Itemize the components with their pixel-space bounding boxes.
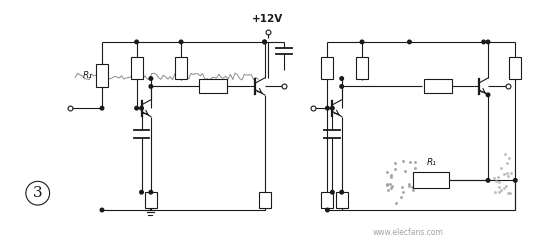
Circle shape <box>100 106 104 110</box>
Point <box>503 171 512 175</box>
Circle shape <box>140 106 143 110</box>
Point <box>497 166 505 170</box>
Point <box>411 160 420 164</box>
Point <box>410 172 419 176</box>
Point <box>507 171 515 175</box>
Bar <box>199 79 227 93</box>
Point <box>504 156 513 160</box>
Text: 3: 3 <box>33 186 43 200</box>
Text: R₁: R₁ <box>426 157 436 167</box>
Point <box>386 182 395 186</box>
Point <box>501 184 510 188</box>
Circle shape <box>482 40 486 44</box>
Point <box>408 185 416 189</box>
Bar <box>131 57 143 78</box>
Point <box>383 188 392 192</box>
Point <box>382 183 391 187</box>
Point <box>410 166 419 170</box>
Point <box>387 173 396 177</box>
Bar <box>424 79 452 93</box>
Point <box>383 183 392 186</box>
Point <box>503 191 512 195</box>
Bar <box>321 192 333 208</box>
Text: www.elecfans.com: www.elecfans.com <box>373 228 444 237</box>
Point <box>400 169 409 173</box>
Circle shape <box>135 106 138 110</box>
Circle shape <box>486 179 490 182</box>
Point <box>391 161 400 165</box>
Circle shape <box>149 85 153 88</box>
Bar <box>259 192 270 208</box>
Bar <box>336 192 348 208</box>
Text: +12V: +12V <box>252 14 283 24</box>
Point <box>390 167 399 171</box>
Point <box>404 182 413 186</box>
Text: R₁: R₁ <box>83 71 93 80</box>
Circle shape <box>140 190 143 194</box>
Bar <box>145 192 157 208</box>
Circle shape <box>179 40 183 44</box>
Point <box>398 185 406 189</box>
Circle shape <box>135 40 138 44</box>
Point <box>497 188 506 192</box>
Point <box>405 184 414 188</box>
Circle shape <box>340 85 343 88</box>
Circle shape <box>331 106 334 110</box>
Circle shape <box>263 40 267 44</box>
Circle shape <box>149 190 153 194</box>
Bar <box>356 57 368 78</box>
Point <box>503 161 512 165</box>
Point <box>500 153 509 156</box>
Bar <box>321 57 333 78</box>
Point <box>495 190 504 194</box>
Circle shape <box>340 77 343 80</box>
Circle shape <box>514 179 517 182</box>
Point <box>491 190 499 194</box>
Circle shape <box>100 208 104 212</box>
Circle shape <box>326 106 329 110</box>
Bar <box>175 57 187 78</box>
Point <box>397 195 405 199</box>
Point <box>409 188 418 192</box>
Point <box>398 190 407 194</box>
Circle shape <box>486 93 490 97</box>
Point <box>490 176 499 180</box>
Point <box>499 172 508 176</box>
Point <box>503 174 512 178</box>
Point <box>494 185 503 189</box>
Circle shape <box>331 190 334 194</box>
Bar <box>414 172 449 188</box>
Point <box>399 159 408 163</box>
Bar <box>509 57 521 78</box>
Point <box>491 179 500 183</box>
Circle shape <box>263 40 267 44</box>
Bar <box>96 64 108 87</box>
Point <box>494 180 503 184</box>
Point <box>405 160 414 164</box>
Point <box>499 186 508 190</box>
Point <box>392 201 400 205</box>
Point <box>387 186 395 190</box>
Point <box>383 170 392 174</box>
Circle shape <box>326 208 329 212</box>
Circle shape <box>149 77 153 80</box>
Point <box>387 175 395 179</box>
Point <box>387 184 396 188</box>
Point <box>493 175 502 179</box>
Circle shape <box>360 40 364 44</box>
Circle shape <box>340 190 343 194</box>
Circle shape <box>486 40 490 44</box>
Circle shape <box>408 40 411 44</box>
Point <box>505 191 514 195</box>
